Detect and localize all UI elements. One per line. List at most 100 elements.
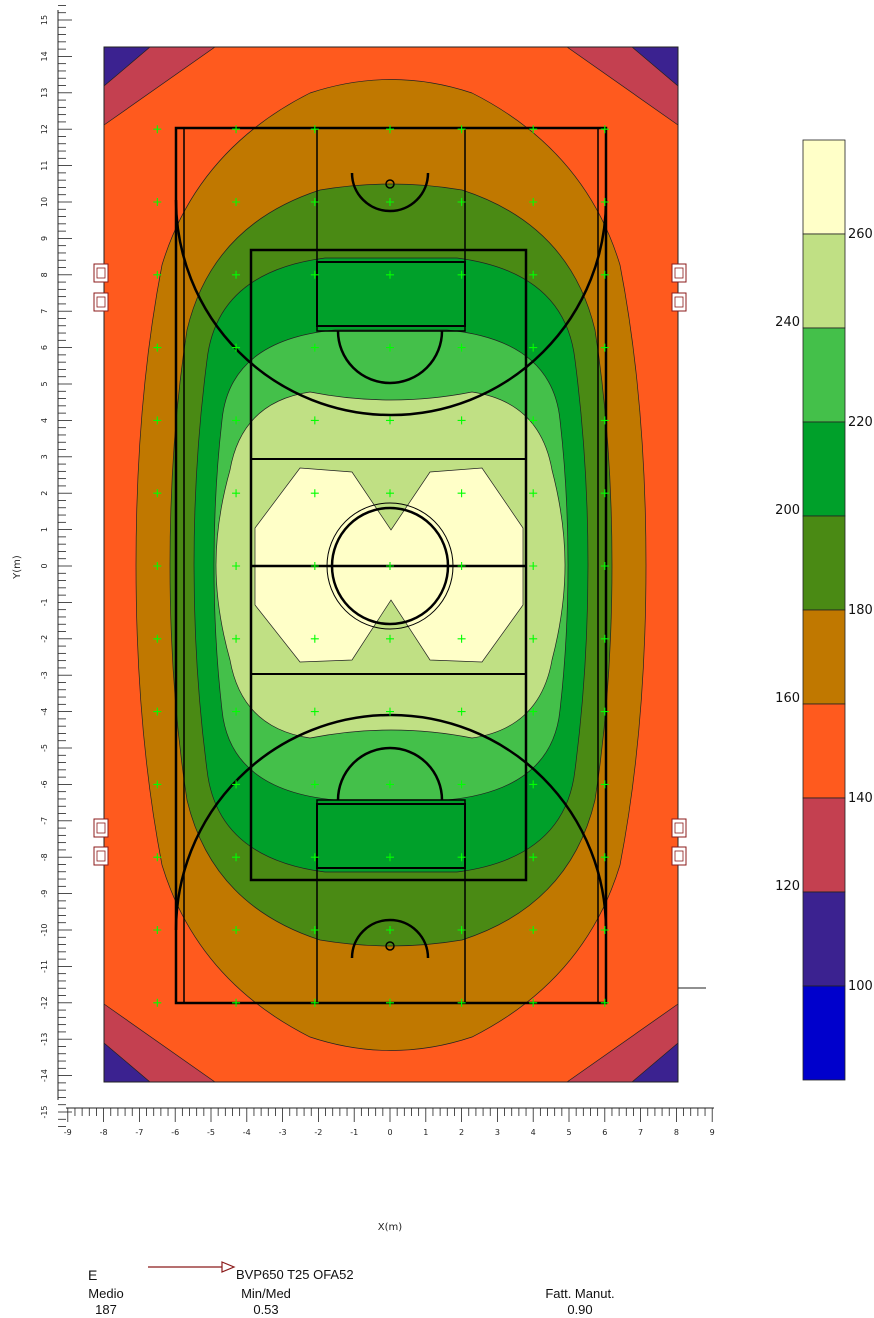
grid-point: [529, 416, 538, 425]
free-throw-arc-top: [336, 330, 444, 385]
luminaire-icon: [93, 292, 109, 312]
x-tick-label: 3: [495, 1128, 500, 1137]
grid-point: [529, 343, 538, 352]
y-tick-label: 12: [40, 124, 49, 134]
grid-point: [232, 343, 241, 352]
calculation-points: [153, 125, 609, 1007]
grid-point: [153, 707, 162, 716]
grid-point: [457, 562, 466, 570]
stat-min-med-value: 0.53: [253, 1302, 279, 1317]
grid-point: [153, 489, 162, 498]
y-tick-label: -14: [40, 1069, 49, 1082]
grid-point: [153, 343, 162, 352]
luminaire-icon: [671, 818, 687, 838]
color-scale-label-left: 120: [775, 879, 800, 894]
x-tick-label: 7: [638, 1128, 643, 1137]
grid-point: [232, 125, 241, 134]
y-tick-label: 10: [40, 197, 49, 207]
grid-point: [153, 998, 162, 1007]
grid-point: [600, 998, 609, 1007]
grid-point: [232, 489, 241, 498]
stat-average-label: Medio: [88, 1286, 124, 1301]
grid-point: [386, 853, 394, 862]
grid-point: [457, 926, 466, 934]
grid-point: [386, 707, 394, 716]
grid-point: [153, 270, 162, 279]
grid-point: [457, 634, 466, 643]
color-scale-band: [802, 421, 846, 517]
y-tick-label: -15: [40, 1105, 49, 1118]
y-tick-label: -9: [40, 890, 49, 898]
luminaire-icon: [671, 846, 687, 866]
grid-point: [386, 416, 394, 425]
grid-point: [310, 416, 319, 425]
grid-point: [529, 634, 538, 643]
grid-point: [386, 270, 394, 279]
luminaire-icon: [93, 263, 109, 283]
luminaire-label: BVP650 T25 OFA52: [236, 1267, 354, 1282]
luminaire-icon-inner: [674, 296, 684, 308]
grid-point: [529, 198, 538, 206]
stat-maintenance-value-wrap: 0.90: [520, 1302, 640, 1318]
y-tick-label: -1: [40, 598, 49, 606]
y-tick-label: 7: [40, 309, 49, 314]
grid-point: [386, 125, 394, 134]
grid-point: [232, 416, 241, 425]
grid-point: [529, 998, 538, 1007]
grid-point: [310, 270, 319, 279]
stat-min-med: Min/Med: [206, 1286, 326, 1302]
color-scale-band: [802, 703, 846, 799]
grid-point: [386, 489, 394, 498]
free-throw-arc-bottom: [336, 746, 444, 801]
x-tick-label: 2: [459, 1128, 464, 1137]
center-circle: [330, 506, 450, 626]
y-tick-label: -13: [40, 1033, 49, 1046]
penalty-box-top: [316, 261, 466, 327]
basket-bottom: [385, 941, 395, 951]
color-scale-band: [802, 327, 846, 423]
x-tick-label: 4: [531, 1128, 536, 1137]
y-axis-ruler: -15-14-13-12-11-10-9-8-7-6-5-4-3-2-10123…: [40, 5, 72, 1127]
color-scale-legend: 100 140 180 220 260 120 160 200 240: [775, 139, 873, 1081]
plot-frame: [103, 46, 706, 1083]
stat-average-value-wrap: 187: [46, 1302, 166, 1318]
y-tick-label: 13: [40, 88, 49, 98]
y-tick-label: -7: [40, 817, 49, 825]
y-tick-label: -4: [40, 708, 49, 716]
stat-maintenance-label: Fatt. Manut.: [545, 1286, 615, 1301]
x-tick-label: 6: [602, 1128, 607, 1137]
stat-maintenance-value: 0.90: [567, 1302, 593, 1317]
luminaire-icon-inner: [96, 822, 106, 834]
grid-point: [386, 198, 394, 206]
luminaire-icon: [671, 263, 687, 283]
luminaire-icon-inner: [96, 267, 106, 279]
x-tick-label: -8: [100, 1128, 108, 1137]
grid-point: [310, 634, 319, 643]
x-tick-label: -7: [135, 1128, 143, 1137]
grid-point: [600, 416, 609, 425]
grid-point: [153, 198, 162, 206]
x-tick-label: 9: [710, 1128, 715, 1137]
luminaire-icon-inner: [674, 850, 684, 862]
stat-min-med-value-wrap: 0.53: [206, 1302, 326, 1318]
stat-average-value: 187: [95, 1302, 117, 1317]
x-tick-label: -4: [243, 1128, 251, 1137]
color-scale-label-left: 240: [775, 315, 800, 330]
stat-average: Medio: [46, 1286, 166, 1302]
stat-min-med-label: Min/Med: [241, 1286, 291, 1301]
grid-point: [529, 926, 538, 934]
grid-point: [310, 343, 319, 352]
grid-point: [529, 562, 538, 570]
grid-point: [600, 634, 609, 643]
luminaire-icon-inner: [674, 267, 684, 279]
quantity-label: E: [88, 1267, 98, 1283]
grid-point: [529, 780, 538, 789]
x-tick-label: 8: [674, 1128, 679, 1137]
y-tick-label: 11: [40, 161, 49, 171]
y-tick-label: -11: [40, 960, 49, 973]
grid-point: [600, 780, 609, 789]
grid-point: [457, 998, 466, 1007]
grid-point: [310, 707, 319, 716]
grid-point: [153, 926, 162, 934]
grid-point: [600, 198, 609, 206]
